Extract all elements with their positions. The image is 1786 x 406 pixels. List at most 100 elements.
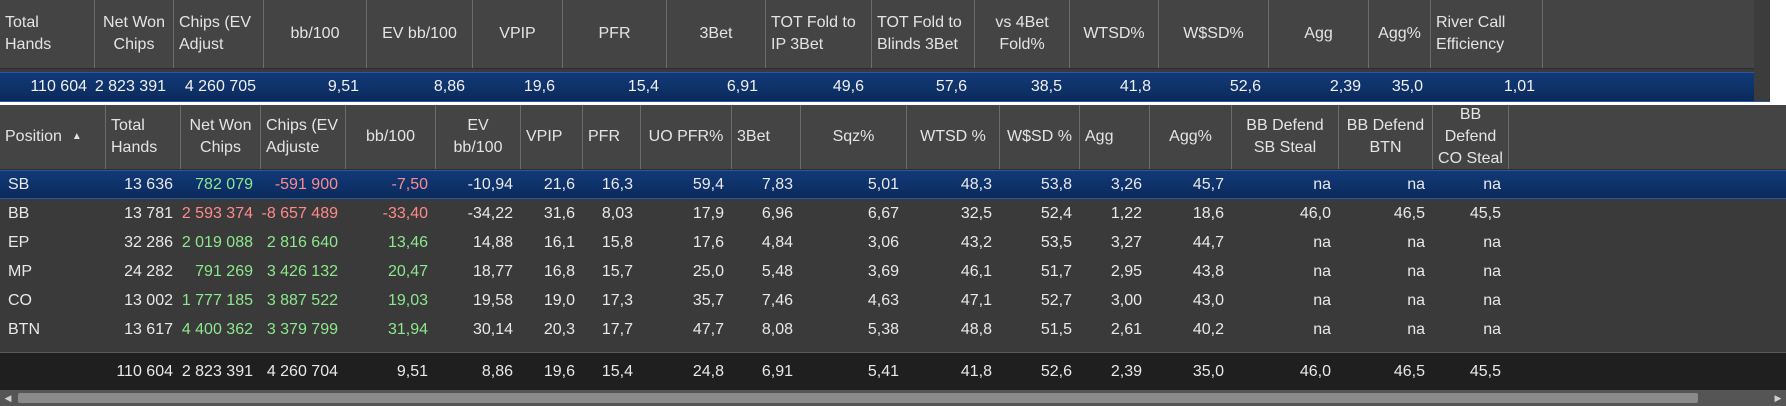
cell-agg: 18,6: [1192, 204, 1224, 222]
cell-agg: 43,0: [1192, 291, 1224, 309]
cell-bb-defend-co-steal: na: [1483, 320, 1501, 338]
summary-col-w-sd[interactable]: W$SD%: [1159, 0, 1269, 68]
cell-chips-ev-adjuste: 3 379 799: [266, 320, 338, 338]
cell-bb-defend-btn: na: [1407, 175, 1425, 193]
cell-vpip: 31,6: [543, 204, 575, 222]
table-row[interactable]: EP 32 286 2 019 088 2 816 640 13,46 14,88 16,1…: [0, 228, 1786, 257]
summary-col-agg[interactable]: Agg: [1269, 0, 1369, 68]
position-col-position[interactable]: Position ▲: [0, 105, 106, 169]
cell-chips-ev-adjuste: -8 657 489: [261, 204, 338, 222]
cell-ev-bb-100: -34,22: [467, 204, 513, 222]
total-cell-total-hands: 110 604: [116, 362, 173, 380]
position-col-bb-defend-sb-steal[interactable]: BB Defend SB Steal: [1232, 105, 1339, 169]
position-col-net-won-chips[interactable]: Net Won Chips: [181, 105, 261, 169]
summary-col-chips-ev-adjust[interactable]: Chips (EV Adjust: [174, 0, 264, 68]
cell-pfr: 16,3: [601, 175, 633, 193]
cell-total-hands: 32 286: [124, 233, 173, 251]
cell-position: EP: [8, 233, 30, 251]
cell-wtsd: 32,5: [960, 204, 992, 222]
cell-total-hands: 24 282: [124, 262, 173, 280]
cell-bb-defend-co-steal: na: [1483, 291, 1501, 309]
cell-bb-100: 19,03: [387, 291, 428, 309]
horizontal-scrollbar[interactable]: ◀ ▶: [0, 390, 1786, 406]
summary-data-row[interactable]: 110 604 -2 823 391 4 260 705 9,51 8,86 19,6 15…: [0, 72, 1770, 102]
cell-total-hands: 13 636: [124, 175, 173, 193]
total-cell-chips-ev-adjuste: 4 260 704: [266, 362, 338, 380]
position-col-bb-defend-co-steal[interactable]: BB Defend CO Steal: [1433, 105, 1509, 169]
cell-agg: 3,00: [1110, 291, 1142, 309]
table-row[interactable]: MP 24 282 791 269 3 426 132 20,47 18,77 16,8 15…: [0, 257, 1786, 286]
cell-uo-pfr: 17,9: [692, 204, 724, 222]
summary-col-3bet[interactable]: 3Bet: [667, 0, 766, 68]
sort-ascending-icon[interactable]: ▲: [71, 131, 82, 142]
cell-agg: 1,22: [1110, 204, 1142, 222]
position-col-label: Position: [5, 128, 62, 145]
cell-position: BB: [8, 204, 30, 222]
position-grid: Position ▲ Total Hands Net Won Chips Chips (…: [0, 105, 1786, 406]
cell-wtsd: 43,2: [960, 233, 992, 251]
summary-col-ev-bb-100[interactable]: EV bb/100: [367, 0, 473, 68]
summary-col-net-won-chips[interactable]: Net Won Chips: [95, 0, 174, 68]
position-col-wtsd[interactable]: WTSD %: [907, 105, 1000, 169]
cell-bb-defend-btn: na: [1407, 291, 1425, 309]
total-cell-bb-defend-sb-steal: 46,0: [1299, 362, 1331, 380]
cell-w-sd: 51,5: [1040, 320, 1072, 338]
cell-bb-defend-btn: na: [1407, 262, 1425, 280]
summary-col-total-hands[interactable]: Total Hands: [0, 0, 95, 68]
total-cell-net-won-chips: -2 823 391: [181, 362, 253, 380]
summary-col-vpip[interactable]: VPIP: [473, 0, 563, 68]
summary-col-tot-fold-to-ip-3bet[interactable]: TOT Fold to IP 3Bet: [766, 0, 872, 68]
summary-grid-edge: [1754, 0, 1770, 101]
scrollbar-thumb[interactable]: [18, 393, 1698, 403]
table-row[interactable]: BB 13 781 -12 593 374 -8 657 489 -33,40 -34,2…: [0, 199, 1786, 228]
position-totals-row: 110 604 -2 823 391 4 260 704 9,51 8,86 19,6 15…: [0, 352, 1786, 390]
position-col-uo-pfr[interactable]: UO PFR%: [641, 105, 732, 169]
summary-col-tot-fold-to-blinds-3bet[interactable]: TOT Fold to Blinds 3Bet: [872, 0, 975, 68]
table-row[interactable]: SB 13 636 782 079 -591 900 -7,50 -10,94 21,6 16…: [0, 170, 1786, 199]
position-col-label: Sqz%: [832, 128, 875, 145]
summary-cell-agg: 2,39: [1329, 78, 1361, 95]
position-col-label: EV bb/100: [453, 117, 503, 156]
cell-bb-defend-btn: 46,5: [1393, 204, 1425, 222]
cell-total-hands: 13 002: [124, 291, 173, 309]
position-col-label: W$SD %: [1007, 128, 1072, 145]
summary-col-river-call-efficiency[interactable]: River Call Efficiency: [1431, 0, 1543, 68]
summary-cell-w-sd: 52,6: [1229, 78, 1261, 95]
position-col-label: Net Won Chips: [189, 117, 252, 156]
position-col-3bet[interactable]: 3Bet: [732, 105, 801, 169]
summary-cell-pfr: 15,4: [627, 78, 659, 95]
position-col-bb-100[interactable]: bb/100: [346, 105, 436, 169]
cell-w-sd: 53,8: [1040, 175, 1072, 193]
position-col-pfr[interactable]: PFR: [583, 105, 641, 169]
cell-chips-ev-adjuste: 3 887 522: [266, 291, 338, 309]
position-col-label: BB Defend CO Steal: [1438, 106, 1503, 167]
summary-cell-ev-bb-100: 8,86: [433, 78, 465, 95]
position-col-agg[interactable]: Agg: [1080, 105, 1150, 169]
summary-col-agg[interactable]: Agg%: [1369, 0, 1431, 68]
cell-vpip: 19,0: [543, 291, 575, 309]
total-cell-vpip: 19,6: [543, 362, 575, 380]
position-col-bb-defend-btn[interactable]: BB Defend BTN: [1339, 105, 1433, 169]
total-cell-pfr: 15,4: [601, 362, 633, 380]
position-col-vpip[interactable]: VPIP: [521, 105, 583, 169]
scroll-left-icon[interactable]: ◀: [4, 393, 12, 403]
summary-col-bb-100[interactable]: bb/100: [264, 0, 367, 68]
summary-col-vs-4bet-fold[interactable]: vs 4Bet Fold%: [975, 0, 1070, 68]
scroll-right-icon[interactable]: ▶: [1774, 393, 1782, 403]
cell-sqz: 3,06: [867, 233, 899, 251]
position-col-sqz[interactable]: Sqz%: [801, 105, 907, 169]
table-row[interactable]: BTN 13 617 4 400 362 3 379 799 31,94 30,14 20,…: [0, 315, 1786, 344]
summary-col-wtsd[interactable]: WTSD%: [1070, 0, 1159, 68]
cell-ev-bb-100: 30,14: [472, 320, 513, 338]
position-col-label: Total Hands: [111, 117, 158, 156]
position-col-w-sd[interactable]: W$SD %: [1000, 105, 1080, 169]
position-col-chips-ev-adjuste[interactable]: Chips (EV Adjuste: [261, 105, 346, 169]
position-col-total-hands[interactable]: Total Hands: [106, 105, 181, 169]
position-col-agg[interactable]: Agg%: [1150, 105, 1232, 169]
cell-pfr: 15,8: [601, 233, 633, 251]
table-row[interactable]: CO 13 002 1 777 185 3 887 522 19,03 19,58 19,0…: [0, 286, 1786, 315]
summary-cell-chips-ev-adjust: 4 260 705: [184, 78, 256, 95]
summary-col-pfr[interactable]: PFR: [563, 0, 667, 68]
cell-position: MP: [8, 262, 32, 280]
position-col-ev-bb-100[interactable]: EV bb/100: [436, 105, 521, 169]
